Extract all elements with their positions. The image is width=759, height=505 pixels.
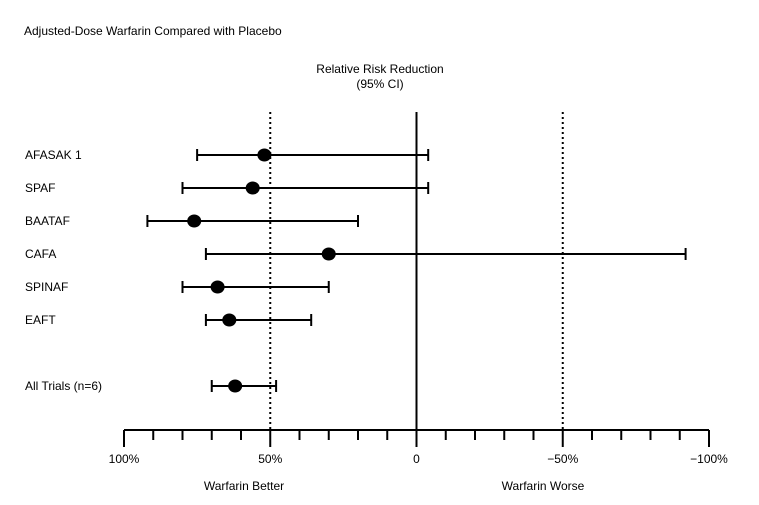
summary-row-label: All Trials (n=6) [25,379,102,393]
x-axis: 100% 50% 0 −50% −100% [109,429,728,466]
xlabel-warfarin-worse: Warfarin Worse [502,479,585,493]
x-tick-label: 50% [258,452,282,466]
study-row-label: SPAF [25,181,55,195]
summary-row-point [228,379,243,393]
study-row-point [210,280,225,294]
study-row-label: SPINAF [25,280,68,294]
study-row-point [245,181,260,195]
study-row-point [187,214,202,228]
study-row-label: BAATAF [25,214,70,228]
study-row-point [222,313,237,327]
study-row-label: AFASAK 1 [25,148,82,162]
x-tick-label: 100% [109,452,140,466]
xlabel-warfarin-better: Warfarin Better [204,479,284,493]
axis-subtitle: (95% CI) [356,77,403,91]
chart-title: Adjusted-Dose Warfarin Compared with Pla… [24,24,282,38]
reference-lines [269,112,564,430]
study-row-label: CAFA [25,247,56,261]
study-rows: AFASAK 1 SPAF BAATAF CAFA SPINAF EAFT All Tria… [25,148,687,393]
x-tick-label: 0 [413,452,420,466]
axis-title: Relative Risk Reduction [316,62,443,76]
study-row-point [257,148,272,162]
x-tick-label: −100% [690,452,728,466]
study-row-label: EAFT [25,313,56,327]
study-row-point [321,247,336,261]
x-tick-label: −50% [547,452,578,466]
